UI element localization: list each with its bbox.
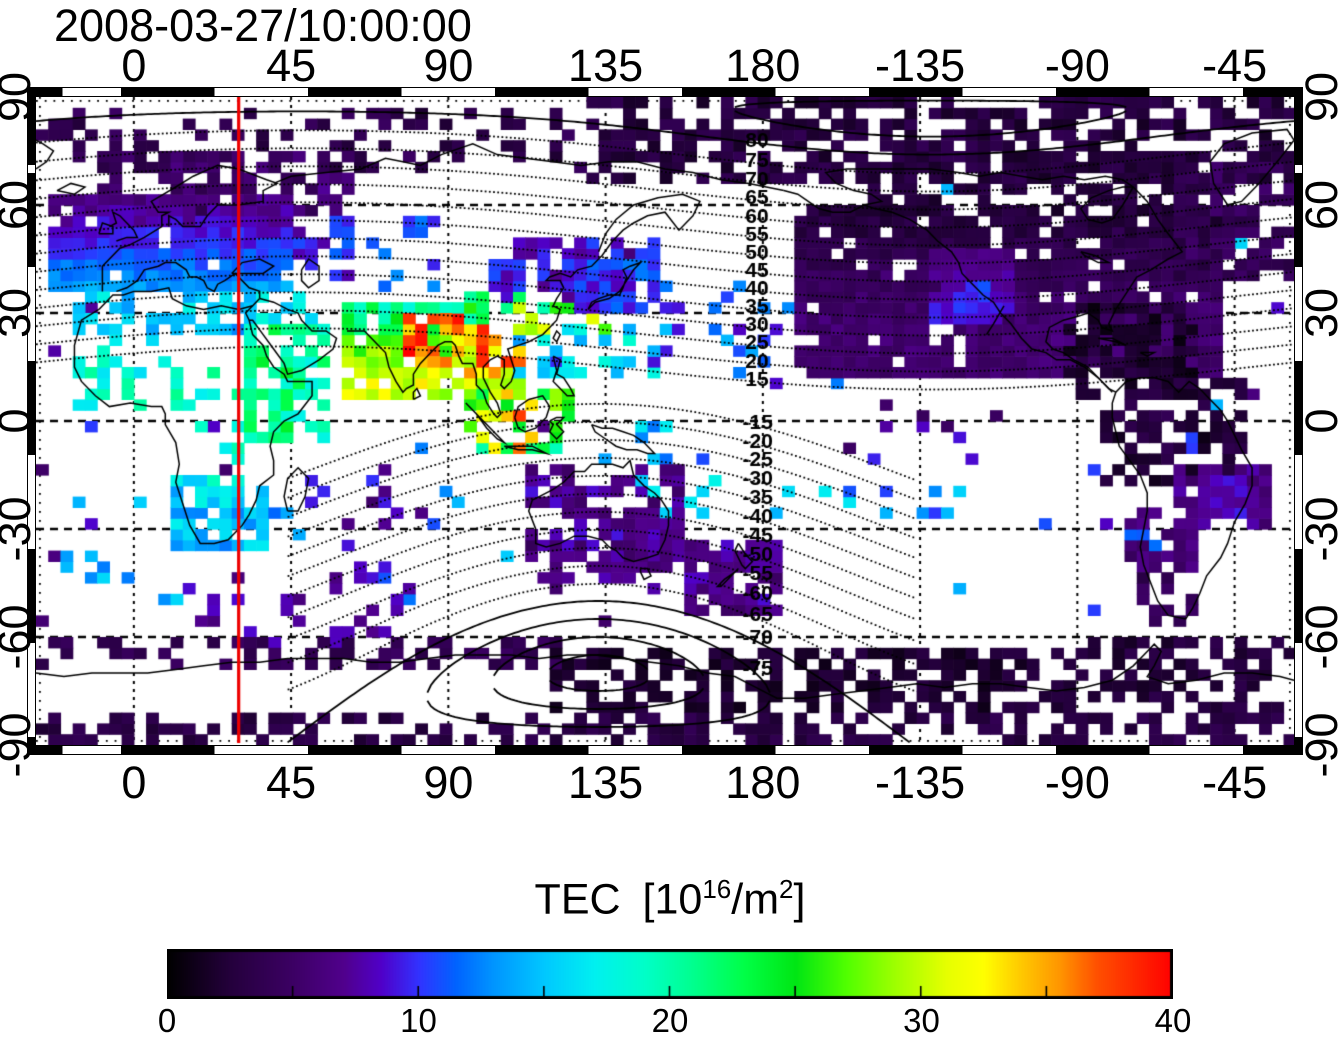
lon-tick-label-bottom: 135 bbox=[568, 757, 644, 808]
lat-tick-label-left: 60 bbox=[0, 179, 40, 231]
colorbar-tick-label: 10 bbox=[400, 1002, 437, 1039]
timestamp-title: 2008-03-27/10:00:00 bbox=[54, 0, 472, 51]
lon-tick-label-bottom: 45 bbox=[266, 757, 317, 808]
colorbar-title-exponent2: 2 bbox=[779, 874, 794, 904]
lon-tick-label-top: -45 bbox=[1202, 40, 1268, 91]
lat-tick-label-left: 30 bbox=[0, 287, 40, 339]
lat-tick-label-right: 60 bbox=[1296, 179, 1340, 231]
lon-tick-label-top: -135 bbox=[875, 40, 966, 91]
lon-tick-label-bottom: -90 bbox=[1044, 757, 1110, 808]
lat-tick-label-left: 0 bbox=[0, 408, 41, 433]
map-frame-bottom bbox=[27, 745, 1303, 755]
lon-tick-label-top: 0 bbox=[121, 40, 147, 91]
colorbar-title: TEC [1016/m2] bbox=[534, 874, 806, 924]
lon-tick-label-bottom: 180 bbox=[725, 757, 801, 808]
colorbar-tick-label: 40 bbox=[1154, 1002, 1192, 1039]
lon-tick-label-top: -90 bbox=[1044, 40, 1110, 91]
world-map-canvas bbox=[36, 97, 1294, 745]
map-frame-top bbox=[27, 87, 1303, 97]
lon-tick-label-top: 180 bbox=[725, 40, 801, 91]
lat-tick-label-left: 90 bbox=[0, 71, 40, 123]
lon-tick-label-bottom: -135 bbox=[875, 757, 966, 808]
lat-tick-label-right: -60 bbox=[1296, 604, 1340, 670]
colorbar-title-exponent: 16 bbox=[702, 874, 732, 904]
lon-tick-label-top: 45 bbox=[266, 40, 317, 91]
lon-tick-label-bottom: 90 bbox=[423, 757, 474, 808]
colorbar-canvas bbox=[167, 949, 1173, 999]
lat-tick-label-left: -30 bbox=[0, 496, 40, 562]
lat-tick-label-right: -90 bbox=[1296, 712, 1340, 778]
lat-tick-label-right: 30 bbox=[1296, 287, 1340, 339]
lat-tick-label-right: -30 bbox=[1296, 496, 1340, 562]
lat-tick-label-right: 90 bbox=[1296, 71, 1340, 123]
lat-tick-label-left: -60 bbox=[0, 604, 40, 670]
lat-tick-label-left: -90 bbox=[0, 712, 40, 778]
colorbar-tick-label: 20 bbox=[651, 1002, 689, 1039]
lat-tick-label-right: 0 bbox=[1296, 408, 1340, 433]
colorbar-title-text: TEC bbox=[534, 875, 621, 924]
colorbar-tick-label: 30 bbox=[903, 1002, 940, 1039]
lon-tick-label-top: 90 bbox=[423, 40, 474, 91]
lon-tick-label-bottom: 0 bbox=[121, 757, 147, 808]
colorbar-tick-label: 0 bbox=[157, 1002, 177, 1039]
lon-tick-label-top: 135 bbox=[568, 40, 644, 91]
lon-tick-label-bottom: -45 bbox=[1202, 757, 1268, 808]
